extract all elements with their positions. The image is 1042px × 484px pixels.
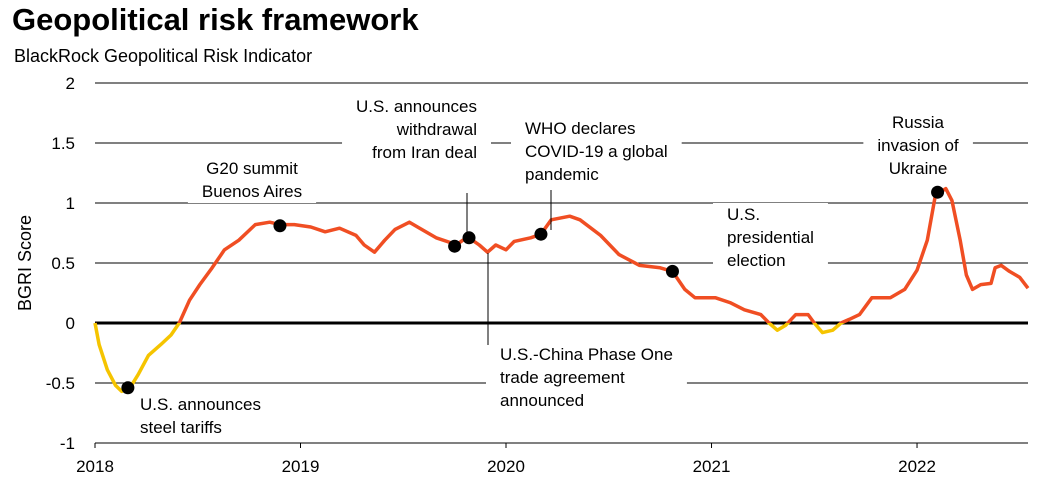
label-bg [126,393,275,439]
event-label-line: Russia [892,113,945,132]
chart-title: Geopolitical risk framework [12,2,419,37]
event-label-line: election [727,251,786,270]
y-tick-label: 1.5 [51,134,75,153]
event-dot [931,185,945,199]
event-label-line: trade agreement [500,368,625,387]
chart-subtitle: BlackRock Geopolitical Risk Indicator [14,46,312,66]
event-label-line: steel tariffs [140,418,222,437]
event-label-line: presidential [727,228,814,247]
event-label-line: G20 summit [206,159,298,178]
event-label-line: WHO declares [525,119,636,138]
event-label-line: invasion of [877,136,959,155]
label-bg [486,343,687,412]
x-tick-label: 2018 [76,457,114,476]
event-label-line: Buenos Aires [202,182,302,201]
event-label-line: U.S. announces [140,395,261,414]
event-label-line: withdrawal [396,120,477,139]
y-tick-label: 0 [66,314,75,333]
label-bg [342,95,491,164]
event-label: U.S. announces steel tariffs [140,395,261,437]
event-label-line: COVID-19 a global [525,142,668,161]
x-tick-label: 2020 [487,457,525,476]
y-axis-label: BGRI Score [15,215,35,311]
event-dot [534,227,548,241]
y-tick-label: 2 [66,74,75,93]
label-bg [511,117,682,186]
event-dot [665,264,679,278]
label-bg [713,203,828,272]
event-label-line: announced [500,391,584,410]
event-label: U.S. presidential election [727,205,814,270]
event-label-line: U.S. announces [356,97,477,116]
event-label-line: from Iran deal [372,143,477,162]
event-label-line: U.S.-China Phase One [500,345,673,364]
x-tick-label: 2021 [693,457,731,476]
event-label-line: U.S. [727,205,760,224]
event-label: U.S.-China Phase One trade agreement annou… [500,345,673,410]
event-dot [448,239,462,253]
event-dot [121,381,135,395]
event-label: Russia invasion of Ukraine [877,113,959,178]
event-label: U.S. announces withdrawal from Iran deal [356,97,477,162]
event-label: G20 summit Buenos Aires [202,159,302,201]
x-tick-label: 2019 [282,457,320,476]
y-tick-label: 0.5 [51,254,75,273]
event-label: WHO declares COVID-19 a global pandemic [525,119,668,184]
label-bg [187,157,317,203]
y-tick-label: -0.5 [46,374,75,393]
y-tick-label: -1 [60,434,75,453]
x-tick-label: 2022 [898,457,936,476]
event-label-line: pandemic [525,165,599,184]
event-dot [273,219,287,233]
y-tick-label: 1 [66,194,75,213]
event-label-line: Ukraine [889,159,948,178]
event-dot [462,231,476,245]
label-bg [863,111,973,180]
